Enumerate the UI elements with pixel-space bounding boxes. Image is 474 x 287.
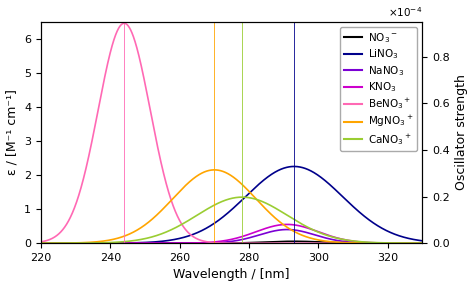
Y-axis label: ε / [M⁻¹ cm⁻¹]: ε / [M⁻¹ cm⁻¹] — [6, 90, 18, 175]
Legend: NO$_3$$^-$, LiNO$_3$, NaNO$_3$, KNO$_3$, BeNO$_3$$^+$, MgNO$_3$$^+$, CaNO$_3$$^+: NO$_3$$^-$, LiNO$_3$, NaNO$_3$, KNO$_3$,… — [339, 27, 417, 151]
X-axis label: Wavelength / [nm]: Wavelength / [nm] — [173, 268, 290, 282]
Text: $\times10^{-4}$: $\times10^{-4}$ — [388, 5, 422, 19]
Y-axis label: Oscillator strength: Oscillator strength — [456, 74, 468, 190]
